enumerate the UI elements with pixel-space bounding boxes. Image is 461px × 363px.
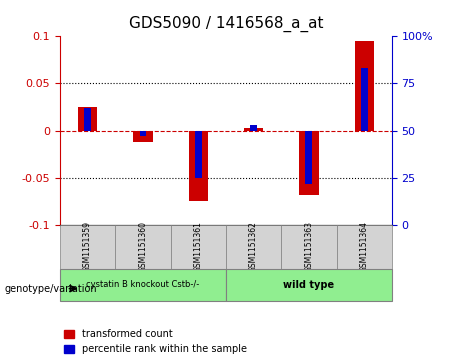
Text: GSM1151361: GSM1151361 [194, 221, 203, 272]
Text: genotype/variation: genotype/variation [5, 284, 97, 294]
Text: GSM1151359: GSM1151359 [83, 221, 92, 272]
Bar [189, 131, 208, 201]
Legend: transformed count, percentile rank within the sample: transformed count, percentile rank withi… [60, 326, 250, 358]
Text: wild type: wild type [284, 280, 334, 290]
Bar [140, 131, 146, 136]
Bar [355, 41, 374, 131]
FancyBboxPatch shape [337, 225, 392, 269]
FancyBboxPatch shape [60, 269, 226, 301]
Bar [78, 107, 97, 131]
FancyBboxPatch shape [226, 269, 392, 301]
Text: cystatin B knockout Cstb-/-: cystatin B knockout Cstb-/- [86, 281, 200, 289]
Text: GSM1151360: GSM1151360 [138, 221, 148, 272]
Bar [361, 68, 367, 131]
Bar [250, 125, 257, 131]
Bar [306, 131, 312, 184]
FancyBboxPatch shape [226, 225, 281, 269]
FancyBboxPatch shape [60, 225, 115, 269]
Bar [84, 108, 91, 131]
Bar [299, 131, 319, 195]
Bar [195, 131, 201, 178]
Text: GSM1151363: GSM1151363 [304, 221, 313, 272]
Text: GSM1151362: GSM1151362 [249, 221, 258, 272]
FancyBboxPatch shape [171, 225, 226, 269]
Title: GDS5090 / 1416568_a_at: GDS5090 / 1416568_a_at [129, 16, 323, 32]
Bar [133, 131, 153, 142]
Text: GSM1151364: GSM1151364 [360, 221, 369, 272]
Bar [244, 128, 263, 131]
FancyBboxPatch shape [281, 225, 337, 269]
FancyBboxPatch shape [115, 225, 171, 269]
